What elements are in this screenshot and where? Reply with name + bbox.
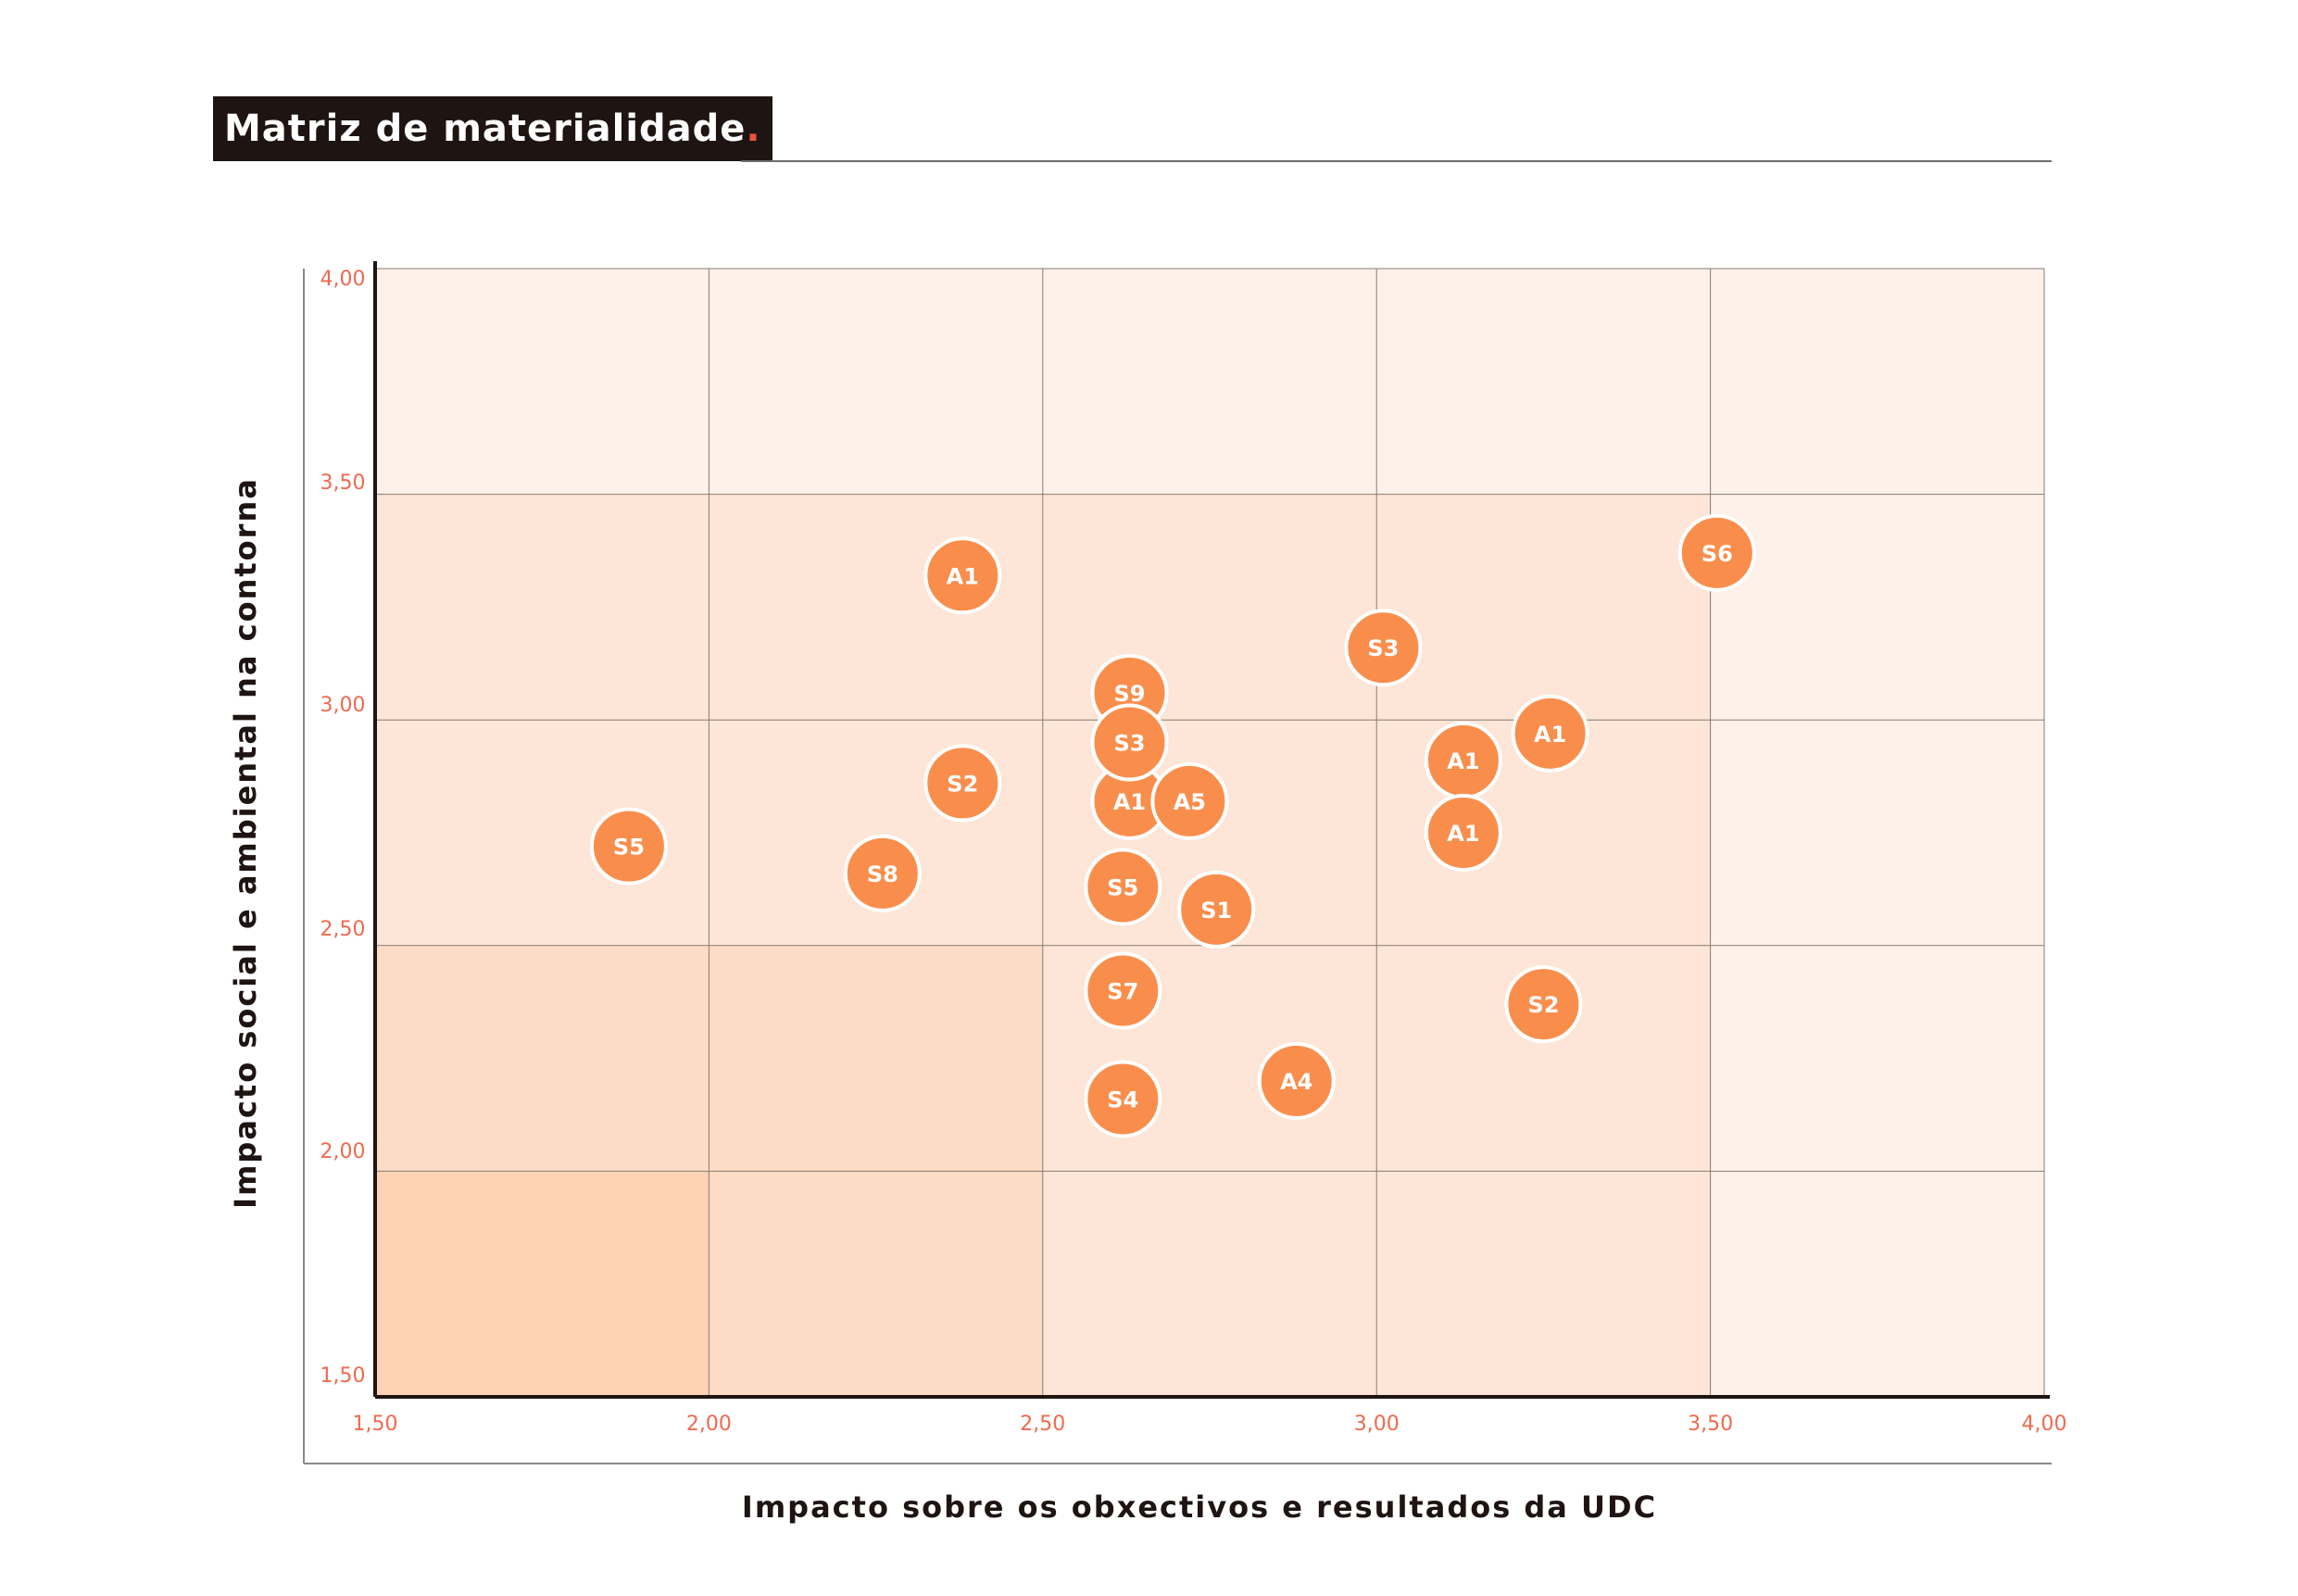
data-point: A4 (1257, 1041, 1336, 1120)
data-point-label: S4 (1107, 1087, 1138, 1112)
band-cell (375, 494, 709, 721)
data-point-label: S3 (1367, 635, 1399, 661)
y-tick-labels: 1,50 2,00 2,50 3,00 3,50 4,00 (320, 268, 366, 1388)
data-point: S5 (589, 807, 668, 886)
data-point: A5 (1150, 761, 1229, 840)
chart-title-text: Matriz de materialidade (224, 107, 747, 150)
data-point-label: S7 (1107, 979, 1138, 1005)
data-point-label: A1 (1447, 748, 1479, 774)
band-cell (1710, 1171, 2044, 1397)
data-point-bubble (923, 536, 1002, 615)
data-point-bubble (1084, 951, 1162, 1030)
data-point-label: S2 (1527, 992, 1559, 1018)
y-tick-label: 2,00 (320, 1140, 366, 1163)
band-cell (1042, 269, 1377, 495)
band-cell (375, 1171, 709, 1397)
data-point-bubble (1257, 1041, 1336, 1120)
data-point: S1 (1177, 870, 1256, 949)
x-tick-label: 3,50 (1688, 1413, 1733, 1436)
band-cell (1710, 494, 2044, 721)
data-point: S8 (843, 834, 922, 912)
band-cell (1376, 494, 1711, 721)
data-point-label: S5 (613, 835, 645, 861)
band-cell (375, 945, 709, 1172)
band-cell (1710, 720, 2044, 946)
data-point-bubble (1344, 609, 1423, 687)
y-tick-label: 3,00 (320, 694, 366, 717)
data-point-label: S9 (1114, 681, 1146, 707)
title-underline (741, 160, 2052, 162)
x-axis-title: Impacto sobre os obxectivos e resultados… (742, 1489, 1657, 1525)
data-point-label: S3 (1114, 731, 1146, 757)
data-point: A1 (1424, 794, 1502, 872)
data-point-label: A1 (1447, 821, 1479, 847)
axes (303, 261, 2052, 1464)
data-point: S2 (1504, 965, 1583, 1044)
x-tick-label: 2,00 (686, 1413, 732, 1436)
y-tick-label: 4,00 (320, 268, 366, 291)
data-point-label: S8 (867, 861, 898, 887)
band-cell (1376, 1171, 1711, 1397)
data-point-bubble (923, 744, 1002, 823)
data-point-label: A4 (1280, 1069, 1312, 1095)
data-point-label: A1 (1113, 789, 1146, 815)
data-point: S7 (1084, 951, 1162, 1030)
data-point-label: A1 (947, 563, 979, 589)
data-point-label: S5 (1107, 874, 1138, 900)
band-cell (375, 269, 709, 495)
x-tick-label: 1,50 (353, 1413, 398, 1436)
data-point: S3 (1090, 703, 1169, 782)
band-cell (1710, 945, 2044, 1172)
chart-title-dot: . (746, 107, 761, 150)
data-points: S5 S8 A1 S2 S9 A1 S3 A5 S5 S1 S7 S4 A4 S3 A1 A1 A1 S2 S6 (589, 513, 1756, 1138)
data-point-bubble (1504, 965, 1583, 1044)
data-point-bubble (1677, 513, 1756, 592)
data-point-bubble (1150, 761, 1229, 840)
band-cell (1042, 1171, 1377, 1397)
data-point: A1 (923, 536, 1002, 615)
x-tick-label: 3,00 (1354, 1413, 1400, 1436)
data-point-bubble (1424, 794, 1502, 872)
x-tick-label: 4,00 (2022, 1413, 2067, 1436)
data-point: A1 (1424, 722, 1502, 800)
data-point-bubble (843, 834, 922, 912)
chart-title: Matriz de materialidade. (213, 96, 772, 161)
data-point: S4 (1084, 1060, 1162, 1138)
x-tick-labels: 1,50 2,00 2,50 3,00 3,50 4,00 (353, 1413, 2067, 1436)
data-point-label: S1 (1200, 898, 1232, 924)
data-point: S3 (1344, 609, 1423, 687)
y-tick-label: 2,50 (320, 918, 366, 941)
data-point-bubble (1177, 870, 1256, 949)
data-point-label: S2 (947, 771, 978, 797)
data-point-label: A5 (1174, 789, 1206, 815)
data-point-bubble (1084, 848, 1162, 926)
band-cell (709, 269, 1043, 495)
data-point-bubble (1511, 694, 1589, 773)
band-cell (1376, 269, 1711, 495)
band-cell (709, 1171, 1043, 1397)
data-point-bubble (1084, 1060, 1162, 1138)
y-axis-title: Impacto social e ambiental na contorna (228, 477, 263, 1209)
band-cell (1710, 269, 2044, 495)
data-point-label: A1 (1534, 722, 1566, 748)
data-point: A1 (1511, 694, 1589, 773)
y-tick-label: 3,50 (320, 471, 366, 495)
band-cell (709, 945, 1043, 1172)
data-point: S6 (1677, 513, 1756, 592)
band-cell (709, 720, 1043, 946)
data-point-bubble (589, 807, 668, 886)
band-cell (709, 494, 1043, 721)
data-point: S5 (1084, 848, 1162, 926)
data-point: S2 (923, 744, 1002, 823)
y-tick-label: 1,50 (320, 1364, 366, 1388)
data-point-label: S6 (1702, 541, 1733, 567)
data-point-bubble (1090, 703, 1169, 782)
grid-lines (375, 268, 2045, 1397)
x-tick-label: 2,50 (1020, 1413, 1065, 1436)
